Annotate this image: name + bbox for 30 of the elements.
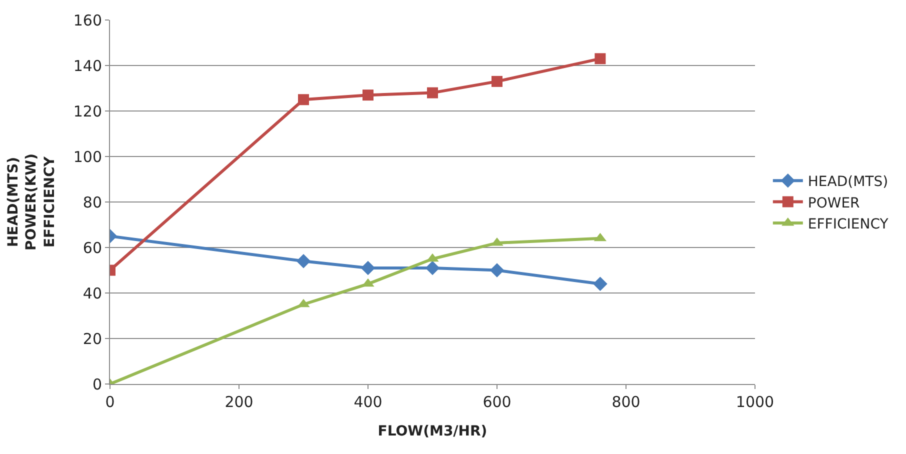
- point: [593, 276, 608, 292]
- point: [298, 94, 309, 106]
- y-tick-label: 80: [82, 193, 102, 212]
- x-tick-label: 400: [354, 393, 382, 411]
- point: [594, 53, 606, 64]
- point: [362, 90, 374, 101]
- x-tick-label: 800: [612, 393, 640, 411]
- x-axis-title: FLOW(M3/HR): [378, 423, 488, 440]
- x-tick-label: 1000: [736, 393, 774, 411]
- y-axis-title: HEAD(MTS) POWER(KW) EFFICIENCY: [6, 153, 58, 251]
- y-tick-label: 100: [73, 148, 102, 166]
- point: [360, 260, 376, 276]
- point: [490, 263, 504, 278]
- point: [425, 260, 440, 276]
- point: [427, 87, 438, 98]
- x-tick-label: 0: [105, 393, 115, 411]
- y-tick-label: 0: [92, 375, 102, 394]
- y-tick-label: 20: [82, 330, 102, 348]
- legend-label: HEAD(MTS): [808, 174, 888, 190]
- x-tick-label: 600: [482, 393, 512, 411]
- point: [492, 76, 502, 87]
- x-tick-label: 200: [224, 393, 254, 411]
- y-tick-label: 160: [73, 11, 102, 30]
- y-tick-label: 40: [82, 284, 102, 302]
- y-tick-label: 60: [82, 238, 102, 257]
- legend-label: EFFICIENCY: [808, 216, 889, 232]
- point: [296, 254, 311, 268]
- legend-label: POWER: [808, 195, 860, 212]
- y-tick-label: 140: [73, 56, 102, 75]
- y-tick-label: 120: [73, 102, 102, 120]
